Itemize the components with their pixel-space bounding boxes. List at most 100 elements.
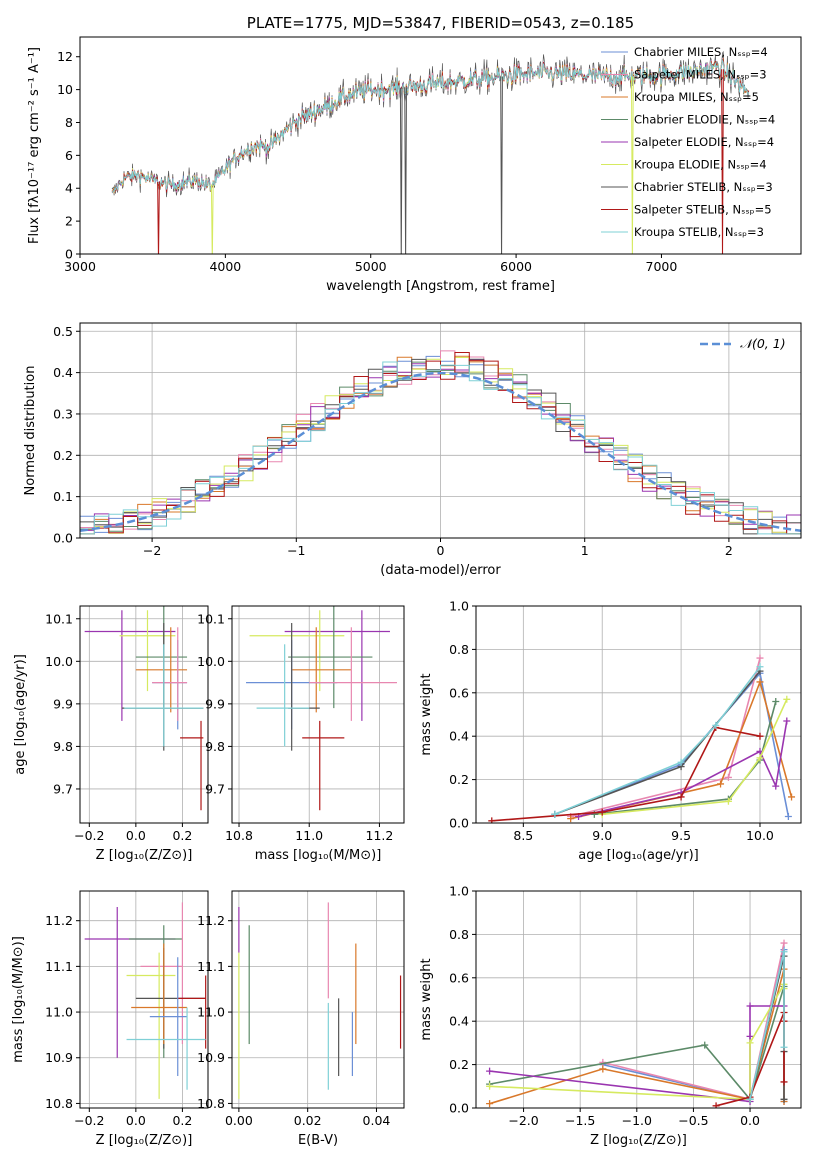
- y-tick-label: 1.0: [449, 884, 469, 899]
- weight-marker-kroupa_miles: [599, 1065, 607, 1073]
- y-tick-label: 9.9: [53, 696, 73, 711]
- plot-area: [246, 606, 397, 811]
- weight-line-salpeter_miles: [570, 657, 761, 818]
- weight-marker-salpeter_elodie: [746, 1032, 754, 1040]
- weight-marker-kroupa_elodie: [746, 1039, 754, 1047]
- x-tick-label: 11.2: [366, 828, 394, 843]
- x-axis-label: E(B-V): [298, 1133, 338, 1148]
- spectrum-dip: [500, 76, 503, 254]
- x-tick-label: −1: [287, 543, 305, 558]
- y-tick-label: 0.2: [53, 448, 73, 463]
- x-tick-label: 4000: [209, 259, 241, 274]
- x-tick-label: 3000: [64, 259, 96, 274]
- y-tick-label: 0.5: [53, 324, 73, 339]
- y-tick-label: 9.7: [205, 781, 225, 796]
- axes-overlay: −0.2 0.0 0.2 9.7 9.8 9.9 10.0 10.1 Z [log₁₀(Z/Z⊙…: [13, 605, 209, 863]
- weight-marker-kroupa_elodie: [756, 754, 764, 762]
- x-tick-label: −1.5: [565, 1113, 595, 1128]
- x-axis-label: wavelength [Angstrom, rest frame]: [326, 279, 555, 294]
- x-tick-label: 0: [437, 543, 445, 558]
- y-tick-label: 10.8: [45, 1096, 73, 1111]
- x-axis-label: Z [log₁₀(Z/Z⊙)]: [96, 848, 193, 863]
- legend-label-salpeter_miles: Salpeter MILES, Nₛₛₚ=3: [634, 68, 767, 82]
- weight-marker-kroupa_miles: [567, 815, 575, 823]
- weight-marker-kroupa_stelib: [746, 1095, 754, 1103]
- y-tick-label: 9.8: [205, 739, 225, 754]
- x-axis-label: Z [log₁₀(Z/Z⊙)]: [590, 1133, 687, 1148]
- panel-age_vs_Z: −0.2 0.0 0.2 9.7 9.8 9.9 10.0 10.1 Z [log₁₀(Z/Z⊙…: [13, 605, 209, 863]
- legend-label-salpeter_stelib: Salpeter STELIB, Nₛₛₚ=5: [634, 203, 772, 217]
- weight-marker-kroupa_stelib: [780, 1043, 788, 1051]
- y-tick-label: 10.1: [197, 611, 225, 626]
- spectrum-dip: [404, 87, 407, 254]
- plot-area: [238, 902, 402, 1099]
- legend-label-chabrier_elodie: Chabrier ELODIE, Nₛₛₚ=4: [634, 113, 775, 127]
- weight-marker-kroupa_miles: [486, 1100, 494, 1108]
- weight-marker-salpeter_stelib: [712, 1102, 720, 1108]
- weight-line-kroupa_stelib: [554, 666, 761, 816]
- x-tick-label: 9.5: [671, 828, 691, 843]
- legend-label-chabrier_stelib: Chabrier STELIB, Nₛₛₚ=3: [634, 180, 773, 194]
- axes-frame: [475, 890, 802, 1109]
- histogram-chabrier_stelib: [80, 358, 801, 538]
- y-tick-label: 0.3: [53, 406, 73, 421]
- weight-line-salpeter_stelib: [491, 726, 761, 822]
- weight-marker-chabrier_stelib: [780, 1095, 788, 1103]
- weight-marker-kroupa_elodie: [486, 1082, 494, 1090]
- weight-line-kroupa_elodie: [602, 698, 788, 816]
- y-tick-label: 0.2: [449, 1057, 469, 1072]
- legend: Chabrier MILES, Nₛₛₚ=4 Salpeter MILES, Nₛ…: [601, 45, 775, 239]
- x-tick-label: 0.00: [225, 1113, 253, 1128]
- weight-marker-kroupa_stelib: [551, 810, 559, 818]
- weight-marker-salpeter_miles: [724, 773, 732, 781]
- y-axis-label: mass weight: [419, 958, 434, 1040]
- spectrum-dip: [721, 69, 724, 254]
- y-tick-label: 10.8: [197, 1096, 225, 1111]
- x-tick-label: 7000: [646, 259, 678, 274]
- spectrum-dip: [210, 184, 214, 254]
- y-tick-label: 0.8: [449, 927, 469, 942]
- legend-label-kroupa_elodie: Kroupa ELODIE, Nₛₛₚ=4: [634, 158, 767, 172]
- spectrum-line-kroupa_stelib: [111, 59, 750, 194]
- y-tick-label: 0.0: [53, 531, 73, 546]
- y-tick-label: 11.1: [45, 959, 73, 974]
- weight-marker-kroupa_elodie: [724, 797, 732, 805]
- axes-frame: [475, 605, 802, 824]
- y-axis-label: mass [log₁₀(M/M⊙)]: [11, 936, 26, 1063]
- y-tick-label: 9.8: [53, 739, 73, 754]
- weight-marker-chabrier_miles: [784, 812, 792, 820]
- weight-marker-kroupa_stelib: [712, 721, 720, 729]
- grid: [476, 605, 801, 824]
- weight-marker-kroupa_stelib: [756, 663, 764, 671]
- weight-line-chabrier_elodie: [489, 986, 785, 1101]
- panel-mass_weight_vs_age: 8.5 9.0 9.5 10.0 0.0 0.2 0.4 0.6 0.8 1.0 age [log₁…: [419, 599, 802, 863]
- weight-marker-chabrier_elodie: [772, 697, 780, 705]
- x-tick-label: −0.2: [74, 828, 104, 843]
- y-tick-label: 11.1: [197, 959, 225, 974]
- spectrum-dip: [157, 181, 160, 254]
- histogram-kroupa_stelib: [80, 361, 801, 538]
- x-tick-label: 0.0: [126, 828, 146, 843]
- grid: [232, 606, 404, 823]
- plot-area: [80, 350, 801, 538]
- axes-overlay: −0.2 0.0 0.2 10.8 10.9 11.0 11.1 11.2 Z [log₁₀(Z…: [11, 890, 209, 1148]
- legend-label-chabrier_miles: Chabrier MILES, Nₛₛₚ=4: [634, 45, 768, 59]
- y-tick-label: 0.2: [449, 772, 469, 787]
- x-tick-label: 1: [581, 543, 589, 558]
- y-tick-label: 2: [65, 214, 73, 229]
- axes-overlay: −2 −1 0 1 2 0.0 0.1 0.2 0.3 0.4 0.5 (data-model)/er…: [23, 322, 802, 578]
- y-tick-label: 9.7: [53, 781, 73, 796]
- x-tick-label: 0.0: [126, 1113, 146, 1128]
- x-tick-label: 9.0: [592, 828, 612, 843]
- x-axis-label: (data-model)/error: [380, 563, 501, 578]
- y-tick-label: 10.1: [45, 611, 73, 626]
- y-tick-label: 0.0: [449, 1101, 469, 1116]
- legend-label-kroupa_stelib: Kroupa STELIB, Nₛₛₚ=3: [634, 225, 764, 239]
- y-tick-label: 4: [65, 181, 73, 196]
- x-tick-label: 10.8: [225, 828, 253, 843]
- y-axis-label: Normed distribution: [23, 366, 38, 496]
- y-axis-label: age [log₁₀(age/yr)]: [13, 654, 28, 775]
- x-tick-label: 0.2: [172, 828, 192, 843]
- weight-marker-salpeter_miles: [756, 654, 764, 662]
- weight-marker-kroupa_miles: [717, 780, 725, 788]
